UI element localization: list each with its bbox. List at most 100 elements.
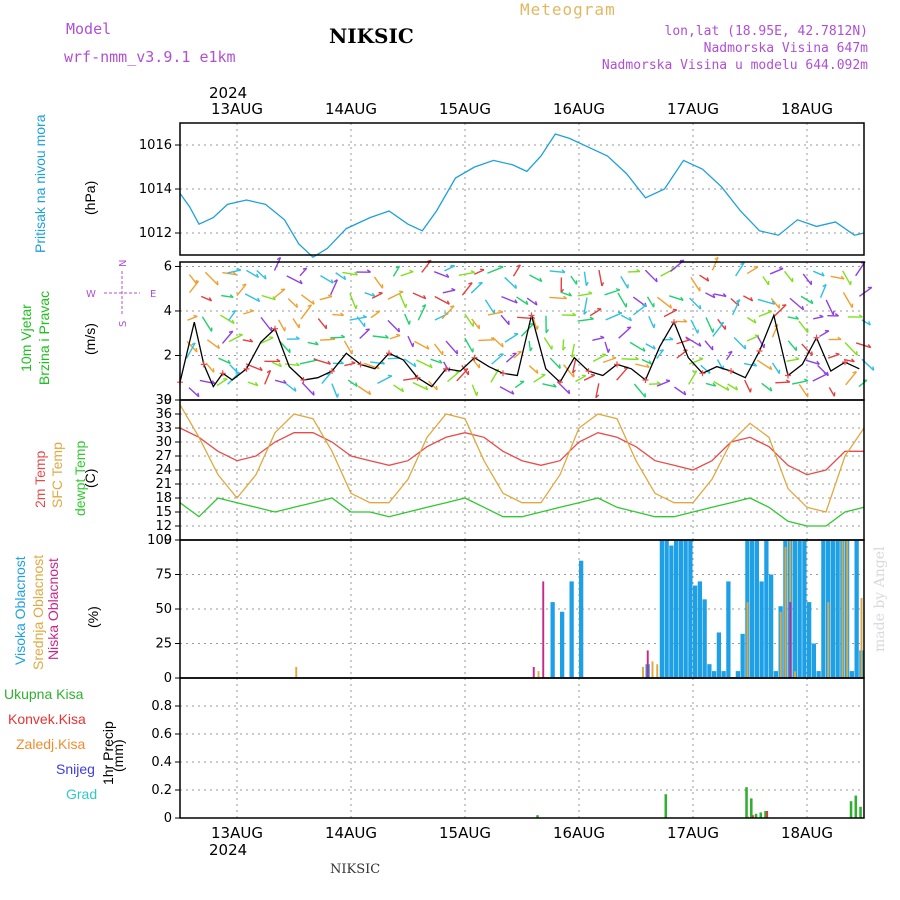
wind-arrow: [842, 292, 853, 308]
wind-arrow: [577, 318, 594, 322]
ytick-label-pressure-1: 1014: [139, 182, 172, 197]
wind-arrowhead: [719, 321, 724, 325]
wind-arrow: [646, 296, 655, 308]
wind-arrowhead: [692, 370, 697, 374]
ytick-label-cloud-0: 0: [164, 671, 172, 686]
wind-arrow: [604, 341, 609, 353]
wind-arrow: [618, 326, 632, 339]
wind-arrowhead: [778, 267, 784, 270]
wind-arrow: [689, 297, 702, 310]
wind-gust-marker: [585, 368, 592, 375]
wind-arrowhead: [228, 330, 233, 333]
wind-arrowhead: [698, 357, 704, 360]
cloud-bar-1-9: [678, 540, 684, 678]
wind-arrow: [330, 336, 345, 339]
wind-arrowhead: [490, 337, 495, 341]
wind-arrow: [343, 340, 353, 355]
wind-arrowhead: [795, 315, 799, 320]
wind-arrow: [744, 379, 752, 393]
wind-arrowhead: [697, 329, 699, 334]
wind-arrow: [542, 383, 557, 388]
cloud-bar-2-4: [656, 664, 659, 678]
cloud-bar-1-23: [750, 540, 755, 678]
panel-frame-precip: [179, 677, 865, 819]
wind-arrow: [364, 292, 375, 298]
wind-arrowhead: [293, 387, 297, 392]
wind-arrow: [699, 274, 710, 282]
wind-arrowhead: [801, 305, 805, 311]
wind-arrow: [583, 297, 588, 315]
day-label-bottom-3: 15AUG: [439, 824, 491, 842]
wind-arrowhead: [197, 392, 200, 397]
wind-arrowhead: [529, 347, 533, 352]
wind-arrow: [261, 294, 276, 301]
wind-arrowhead: [501, 342, 504, 348]
wind-arrowhead: [193, 314, 198, 318]
chart-title: NIKSIC: [329, 24, 414, 48]
wind-arrow: [407, 335, 414, 348]
wind-arrowhead: [819, 314, 824, 318]
wind-arrow: [242, 339, 253, 343]
cloud-bar-3-2: [646, 650, 649, 678]
wind-arrow: [802, 273, 812, 286]
wind-arrowhead: [264, 274, 267, 280]
wind-arrow: [786, 358, 800, 362]
wind-arrowhead: [607, 348, 611, 353]
wind-arrow: [705, 317, 714, 333]
wind-arrowhead: [753, 362, 758, 367]
wind-arrowhead: [832, 310, 835, 315]
wind-arrowhead: [851, 358, 855, 363]
wind-arrowhead: [612, 356, 617, 359]
wind-arrow: [221, 294, 234, 299]
wind-arrowhead: [840, 275, 845, 280]
wind-arrowhead: [397, 327, 401, 333]
wind-arrowhead: [872, 366, 875, 371]
year-label-top: 2024: [209, 84, 247, 102]
wind-arrowhead: [450, 264, 455, 267]
wind-arrow: [533, 374, 546, 383]
ytick-label-temperature-4: 21: [155, 477, 172, 492]
cloud-bar-1-24: [754, 540, 760, 678]
wind-arrowhead: [771, 300, 776, 305]
wind-gust-marker: [219, 370, 226, 377]
wind-arrow: [532, 318, 538, 330]
wind-arrowhead: [767, 309, 772, 313]
wind-arrowhead: [514, 284, 518, 289]
compass-e: E: [150, 289, 156, 300]
wind-arrow: [570, 275, 578, 285]
wind-arrowhead: [867, 343, 872, 348]
wind-arrow: [620, 276, 629, 289]
wind-arrowhead: [404, 303, 408, 308]
wind-arrow: [635, 363, 650, 369]
wind-arrowhead: [656, 381, 661, 385]
wind-arrow: [772, 304, 787, 318]
cloud-bar-1-20: [735, 671, 741, 678]
wind-arrowhead: [412, 342, 415, 347]
wind-arrow: [685, 336, 702, 347]
wind-arrowhead: [478, 281, 483, 284]
wind-arrow: [528, 365, 539, 374]
wind-arrow: [370, 361, 385, 365]
wind-speed-line: [179, 313, 860, 388]
day-label-bottom-2: 14AUG: [325, 824, 377, 842]
wind-arrowhead: [231, 309, 236, 313]
wind-arrowhead: [589, 316, 594, 320]
wind-arrowhead: [536, 325, 539, 330]
wind-arrowhead: [568, 292, 572, 297]
wind-arrow: [514, 380, 525, 389]
wind-arrowhead: [735, 299, 741, 303]
precip-bar-1-0: [536, 815, 539, 818]
wind-arrow: [347, 379, 358, 387]
wind-arrow: [204, 271, 219, 286]
wind-arrow: [758, 310, 773, 318]
wind-gust-marker: [443, 365, 449, 372]
wind-arrowhead: [568, 389, 571, 394]
wind-arrow: [713, 380, 730, 392]
day-label-bottom-6: 18AUG: [781, 824, 833, 842]
wind-arrowhead: [333, 279, 338, 283]
wind-arrowhead: [855, 351, 858, 356]
wind-gust-marker: [642, 376, 649, 383]
ytick-label-temperature-5: 24: [155, 463, 172, 478]
cloud-bar-1-41: [835, 540, 840, 678]
wind-arrowhead: [600, 335, 605, 339]
